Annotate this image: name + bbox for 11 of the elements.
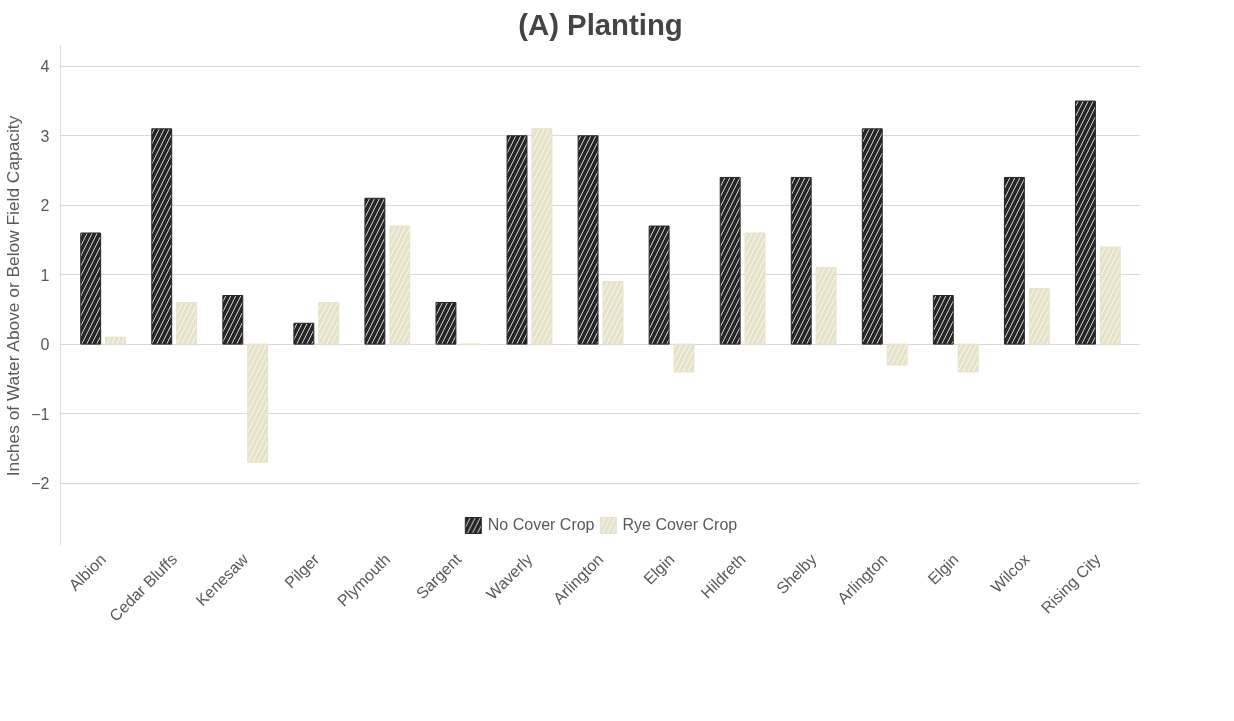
y-tick-label: −2 [31, 475, 50, 492]
y-tick-label: 2 [40, 197, 50, 215]
y-tick-label: 3 [40, 127, 50, 145]
y-tick-label: −1 [31, 405, 50, 423]
y-tick-label: 4 [40, 58, 50, 76]
y-tick-label: 0 [40, 336, 50, 354]
legend-label: Rye Cover Crop [622, 516, 738, 534]
chart-title: (A) Planting [518, 7, 683, 41]
y-tick-label: 1 [40, 266, 50, 284]
y-axis-title: Inches of Water Above or Below Field Capacity [3, 115, 24, 477]
legend-label: No Cover Crop [487, 516, 595, 534]
